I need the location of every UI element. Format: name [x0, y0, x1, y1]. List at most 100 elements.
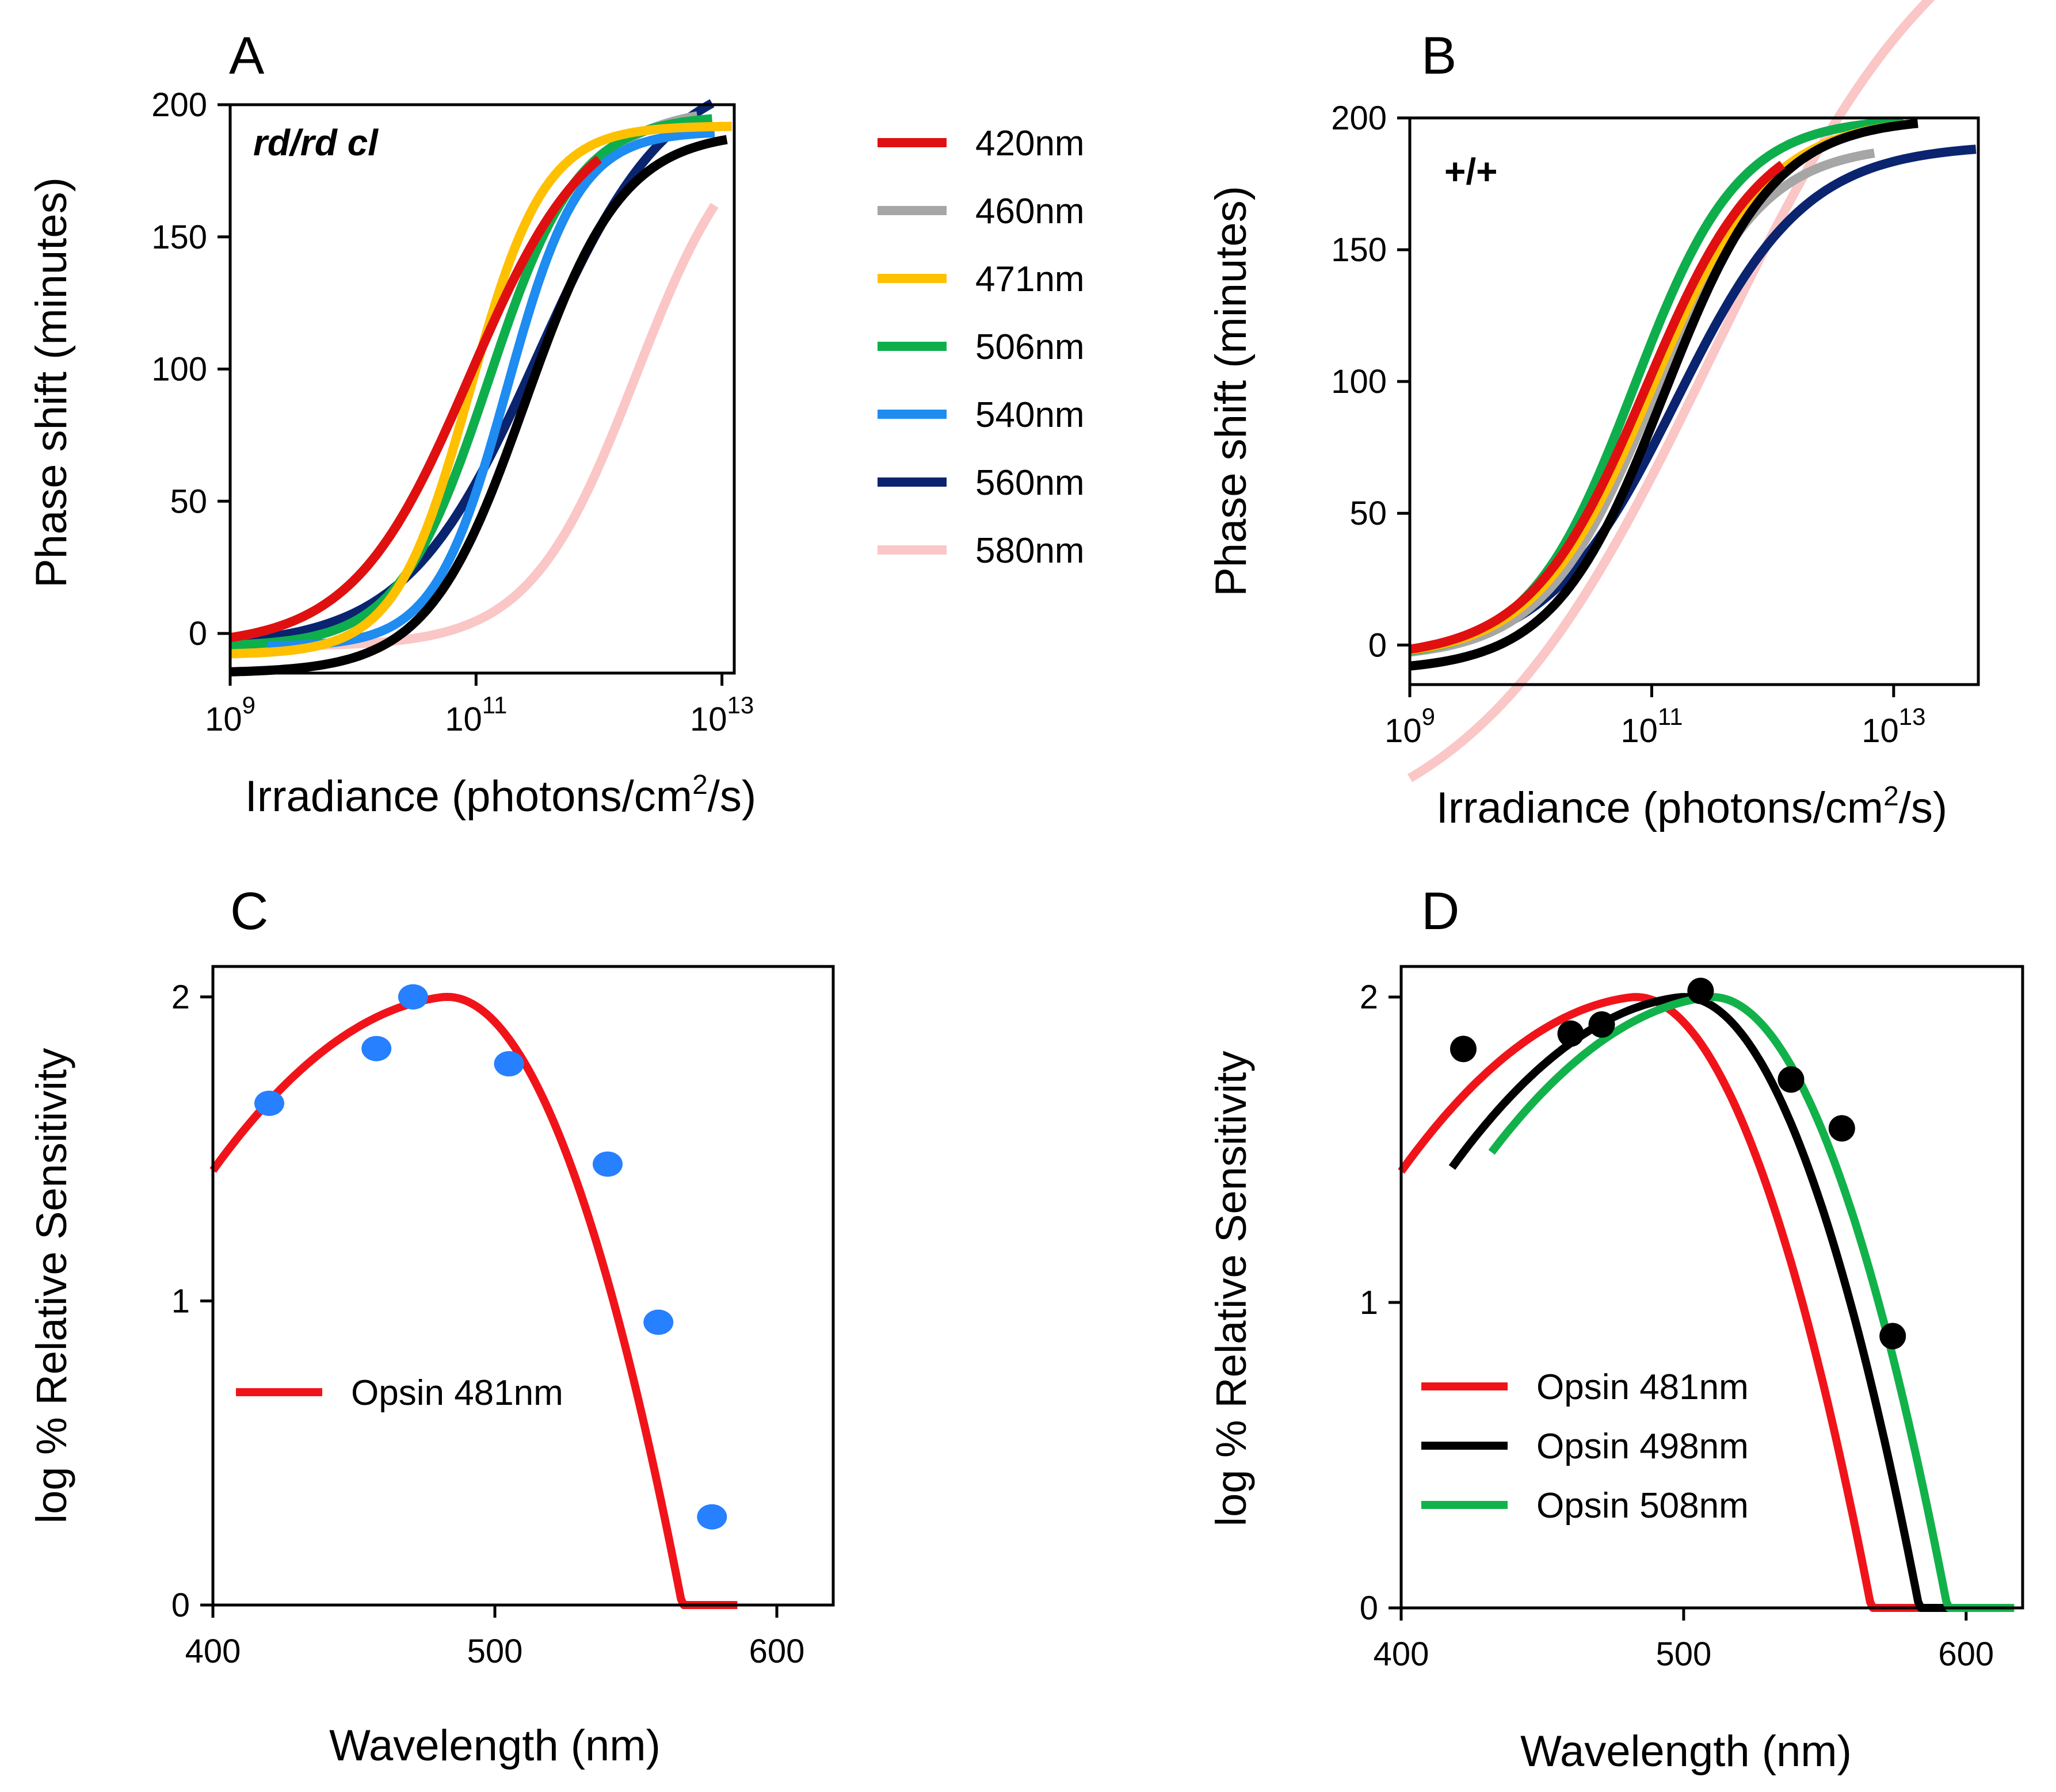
panel-b-curves	[1407, 0, 1977, 782]
legend-label: 580nm	[975, 531, 1085, 571]
panel-a-xlabel-tail: /s)	[708, 772, 756, 821]
legend-label: 460nm	[975, 192, 1085, 231]
data-point	[1687, 977, 1714, 1004]
x-tick-label: 600	[1938, 1636, 1994, 1673]
x-tick-label: 109	[1384, 703, 1435, 750]
x-tick-label: 500	[467, 1633, 523, 1670]
series-line-471nm	[1409, 120, 1904, 655]
y-tick-label: 150	[1331, 231, 1387, 269]
legend-label: 540nm	[975, 395, 1085, 435]
panel-c: C log % Relative Sensitivity Wavelength …	[28, 882, 835, 1770]
legend-label: 506nm	[975, 327, 1085, 367]
panel-b-xlabel-main: Irradiance (photons/cm	[1436, 784, 1883, 832]
panel-d-curves	[1398, 993, 2016, 1612]
data-point	[1557, 1020, 1584, 1047]
panel-c-frame	[211, 965, 835, 1607]
panel-a-frame	[228, 103, 736, 675]
series-line-560nm	[230, 99, 715, 646]
panel-d-points	[1450, 977, 1906, 1350]
series-line-black	[230, 135, 728, 677]
y-tick-label: 1	[1360, 1284, 1378, 1321]
x-tick-label: 1011	[1620, 703, 1683, 750]
data-point	[1777, 1066, 1805, 1093]
series-line-580nm	[267, 202, 719, 651]
legend-label: 420nm	[975, 124, 1085, 163]
x-tick-label: 1013	[690, 691, 754, 738]
panel-b: B Phase shift (minutes) Irradiance (phot…	[1207, 0, 1980, 832]
panel-a-ticks: 0 50 100 150 200 109 1011 1013	[151, 86, 754, 738]
x-tick-label: 1011	[445, 691, 507, 738]
panel-b-ylabel: Phase shift (minutes)	[1207, 186, 1256, 597]
y-tick-label: 150	[151, 219, 207, 256]
panel-a-xlabel-sup: 2	[692, 770, 708, 800]
series-line-opsin-508nm	[1488, 993, 2016, 1612]
panel-b-label: B	[1421, 26, 1456, 85]
series-line-460nm	[1409, 148, 1875, 657]
y-tick-label: 1	[171, 1282, 190, 1320]
panel-c-label: C	[230, 882, 268, 941]
y-tick-label: 0	[189, 615, 207, 652]
panel-a-xlabel: Irradiance (photons/cm2/s)	[245, 770, 756, 821]
series-line-opsin-481nm	[209, 992, 739, 1609]
panel-d-frame	[1399, 965, 2024, 1610]
x-tick-label: 109	[205, 691, 255, 738]
series-line-opsin-498nm	[1448, 993, 1976, 1612]
panel-a-annotation: rd/rd cl	[253, 122, 379, 163]
panel-b-xlabel-sup: 2	[1883, 781, 1899, 812]
wavelength-legend: 420nm 460nm 471nm 506nm 540nm 560nm 580nm	[878, 124, 1085, 571]
data-point	[398, 984, 428, 1010]
panel-c-points	[254, 984, 727, 1530]
y-tick-label: 200	[151, 86, 207, 124]
series-line-420nm	[229, 155, 602, 643]
x-tick-label: 500	[1656, 1636, 1712, 1673]
panel-a: A Phase shift (minutes) Irradiance (phot…	[27, 26, 756, 821]
y-tick-label: 0	[171, 1587, 190, 1624]
legend-label: Opsin 508nm	[1536, 1486, 1749, 1526]
data-point	[1450, 1036, 1477, 1063]
data-point	[593, 1151, 623, 1177]
legend-label: Opsin 498nm	[1536, 1427, 1749, 1466]
data-point	[1588, 1011, 1615, 1038]
panel-a-xlabel-main: Irradiance (photons/cm	[245, 772, 692, 821]
data-point	[1828, 1115, 1855, 1142]
panel-d: D log % Relative Sensitivity Wavelength …	[1207, 882, 2024, 1776]
x-tick-label: 400	[1374, 1636, 1429, 1673]
panel-d-ticks: 0 1 2 400 500 600	[1360, 979, 1994, 1673]
panel-a-ylabel: Phase shift (minutes)	[27, 177, 76, 588]
x-tick-label: 600	[749, 1633, 805, 1670]
panel-c-xlabel: Wavelength (nm)	[329, 1721, 661, 1770]
y-tick-label: 200	[1331, 100, 1387, 137]
series-line-black	[1409, 119, 1918, 671]
y-tick-label: 2	[171, 979, 190, 1016]
panel-c-curves	[209, 992, 739, 1609]
panel-c-legend: Opsin 481nm	[236, 1373, 563, 1413]
y-tick-label: 2	[1360, 979, 1378, 1016]
series-line-580nm	[1407, 0, 1935, 782]
series-line-420nm	[1409, 161, 1786, 654]
y-tick-label: 0	[1360, 1590, 1378, 1627]
y-tick-label: 50	[170, 483, 207, 520]
x-tick-label: 400	[185, 1633, 241, 1670]
panel-b-frame	[1408, 116, 1980, 686]
y-tick-label: 100	[1331, 363, 1387, 400]
panel-b-xlabel: Irradiance (photons/cm2/s)	[1436, 781, 1947, 832]
series-line-540nm	[266, 128, 715, 651]
panel-c-ylabel: log % Relative Sensitivity	[28, 1048, 75, 1524]
data-point	[361, 1036, 392, 1061]
panel-d-ylabel: log % Relative Sensitivity	[1207, 1051, 1255, 1527]
legend-label: 560nm	[975, 463, 1085, 503]
y-tick-label: 50	[1349, 495, 1387, 532]
panel-b-annotation: +/+	[1444, 151, 1498, 192]
panel-c-ticks: 0 1 2 400 500 600	[171, 979, 805, 1670]
panel-b-ticks: 0 50 100 150 200 109 1011 1013	[1331, 100, 1925, 750]
x-tick-label: 1013	[1862, 703, 1925, 750]
panel-b-xlabel-tail: /s)	[1899, 784, 1947, 832]
panel-d-xlabel: Wavelength (nm)	[1520, 1727, 1852, 1776]
data-point	[494, 1051, 524, 1077]
panel-d-label: D	[1421, 882, 1459, 941]
panel-a-curves	[229, 99, 732, 677]
panel-d-legend: Opsin 481nm Opsin 498nm Opsin 508nm	[1421, 1367, 1749, 1526]
panel-a-label: A	[229, 26, 265, 85]
legend-label: Opsin 481nm	[351, 1373, 563, 1413]
